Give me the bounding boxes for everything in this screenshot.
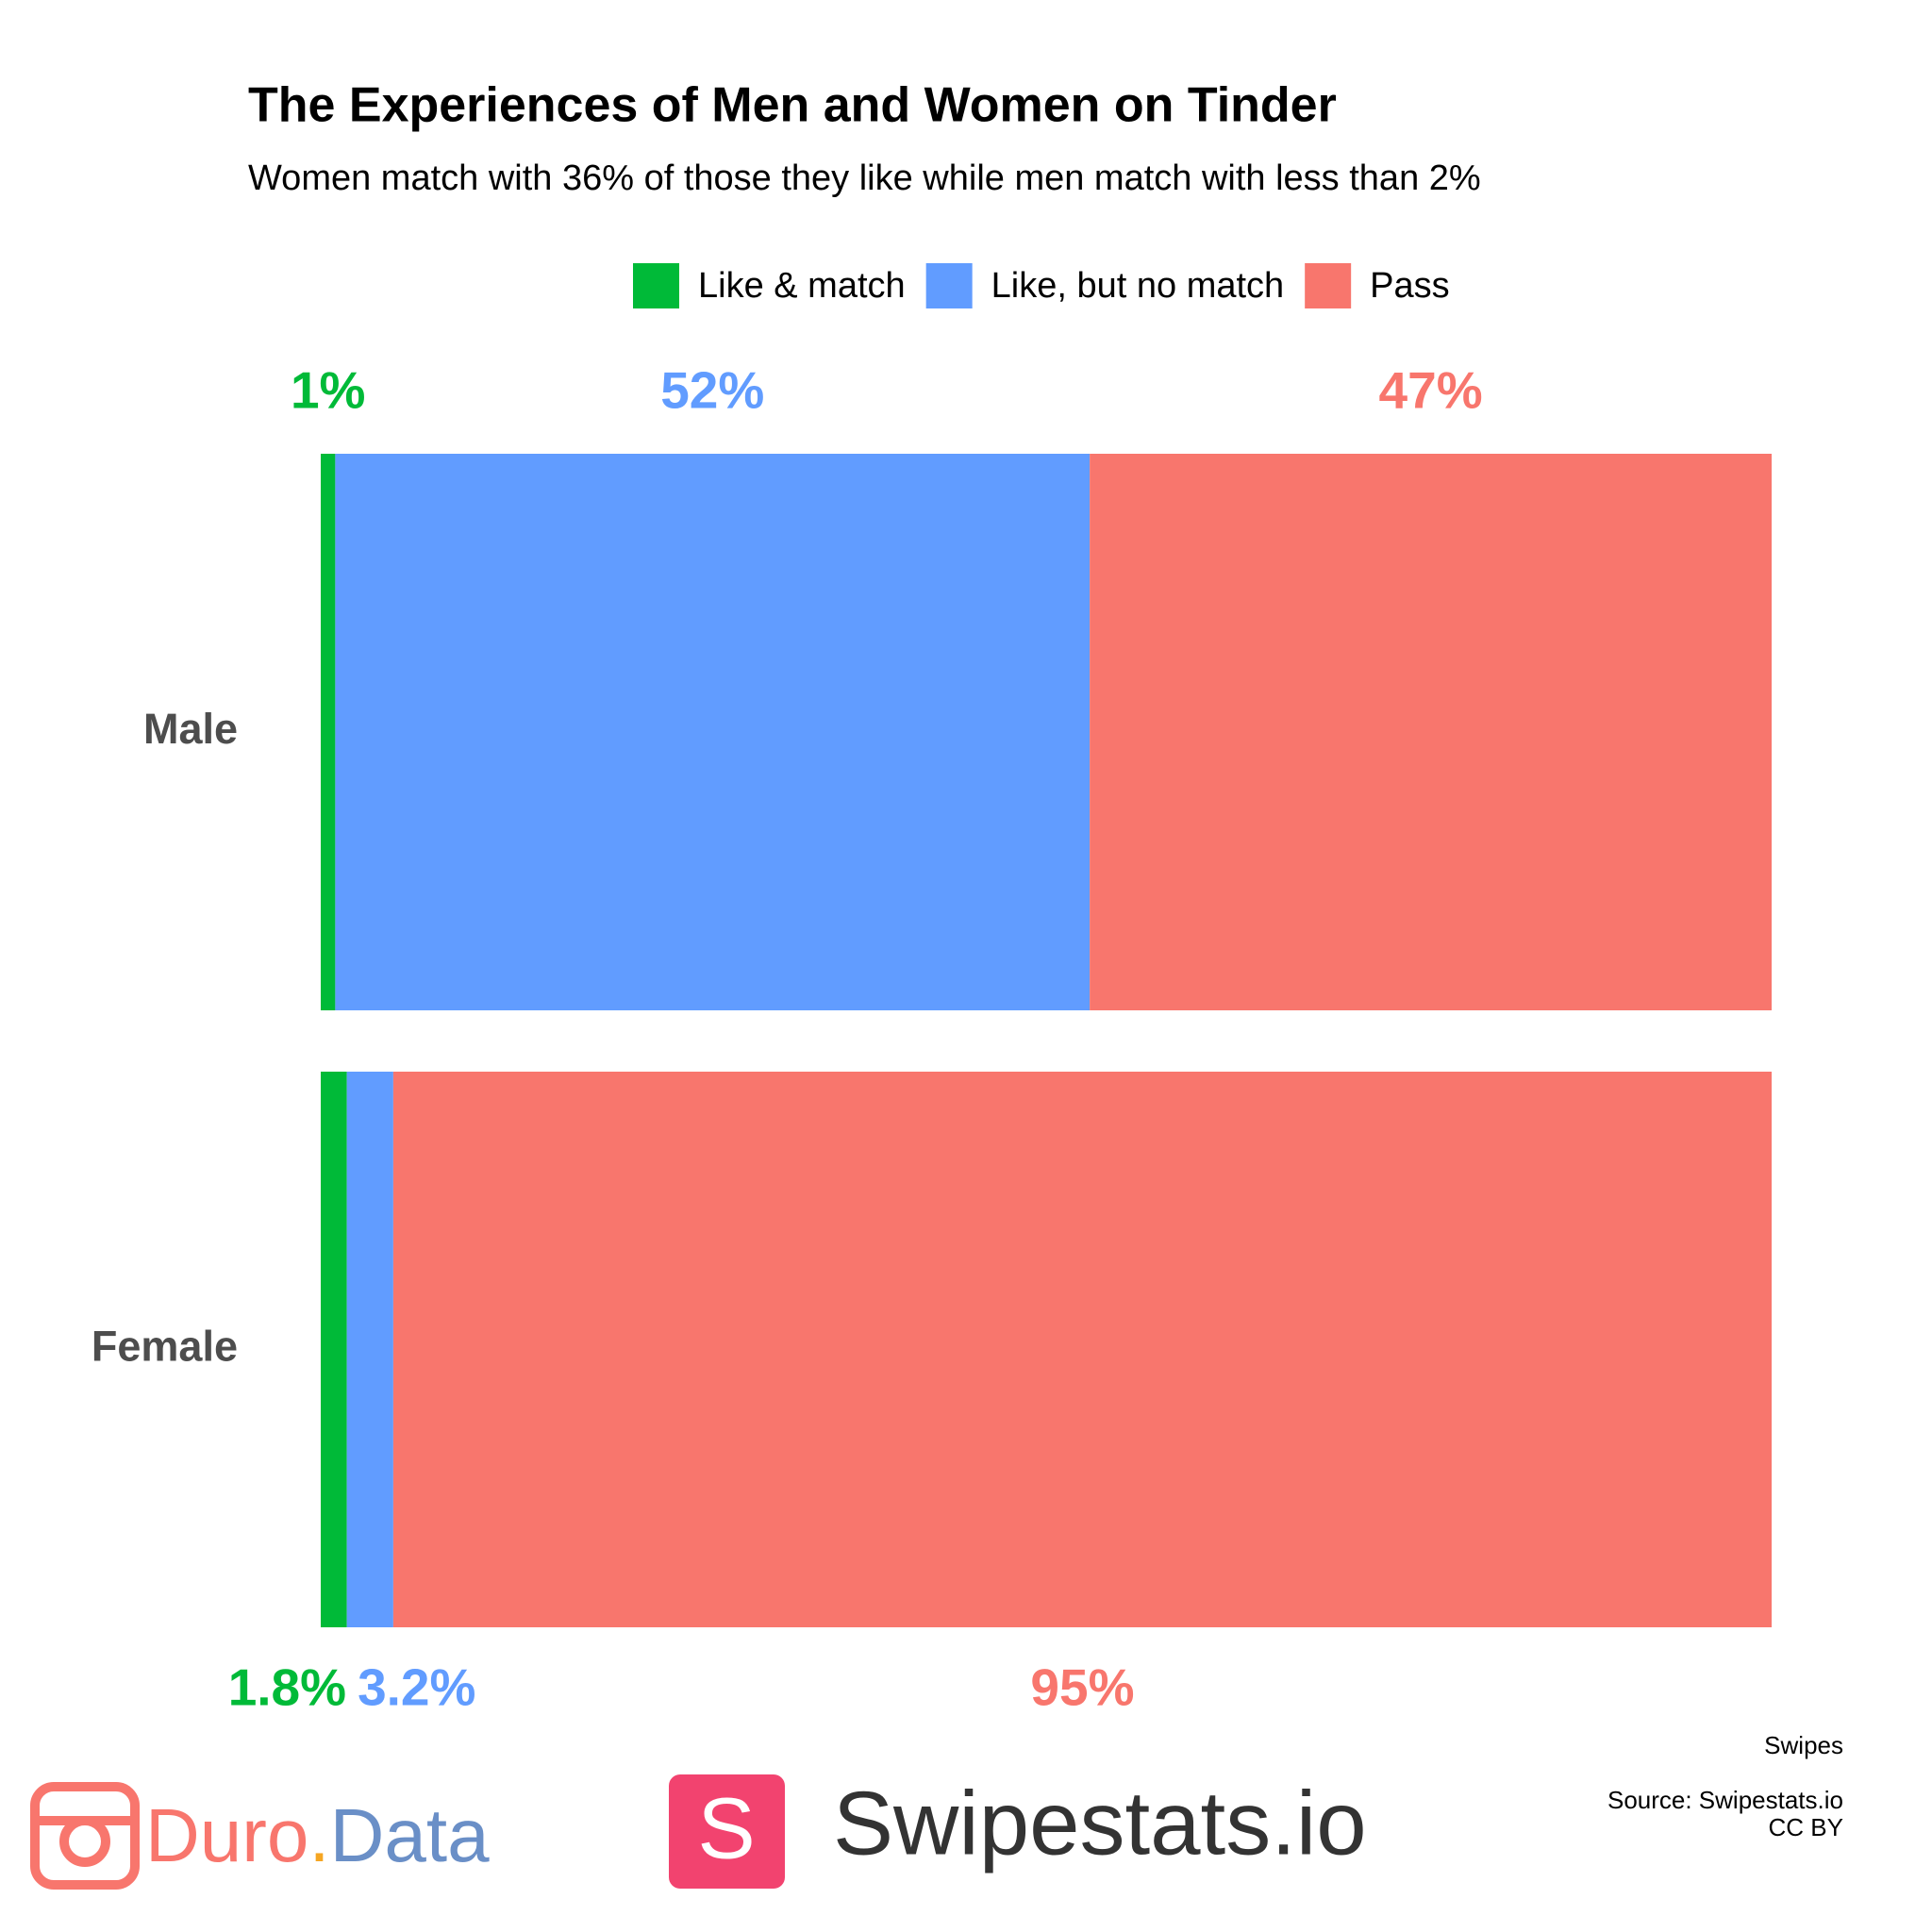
legend-swatch xyxy=(925,263,973,308)
bar-segment xyxy=(321,1072,347,1627)
bar-segment xyxy=(1090,454,1772,1010)
bar-segment xyxy=(335,454,1091,1010)
data-label: 1.8% xyxy=(228,1658,346,1717)
legend-label: Like & match xyxy=(698,266,906,306)
data-label: 47% xyxy=(1379,361,1483,420)
logo-part: . xyxy=(308,1793,329,1877)
logo-part: Duro xyxy=(145,1793,308,1877)
data-label: 52% xyxy=(660,361,764,420)
bar-segment xyxy=(392,1072,1772,1627)
chart-subtitle: Women match with 36% of those they like … xyxy=(248,158,1481,198)
chart-title: The Experiences of Men and Women on Tind… xyxy=(248,78,1337,133)
logo-letter: S xyxy=(697,1780,755,1876)
legend: Like & match Like, but no match Pass xyxy=(633,263,1450,308)
data-label: 1% xyxy=(291,361,366,420)
swipestats-logo: S Swipestats.io xyxy=(669,1773,1367,1889)
bar-segment xyxy=(346,1072,393,1627)
legend-label: Like, but no match xyxy=(991,266,1285,306)
bar-segment xyxy=(321,454,336,1010)
legend-swatch xyxy=(633,263,679,308)
duro-logo: Duro.Data xyxy=(30,1782,490,1890)
logo-part: Data xyxy=(330,1793,490,1877)
source: Source: Swipestats.io xyxy=(1607,1786,1843,1814)
logo-icon xyxy=(669,1774,785,1889)
data-label: 3.2% xyxy=(358,1658,475,1717)
logo-icon xyxy=(30,1782,140,1890)
plot-area: Male 1% 52% 47% Female 1.8% 3.2% 95% xyxy=(92,361,1772,1717)
y-tick-label: Female xyxy=(92,1322,238,1370)
duro-logo-text: Duro.Data xyxy=(145,1793,490,1877)
license: CC BY xyxy=(1769,1813,1843,1841)
y-tick-label: Male xyxy=(143,705,238,753)
x-axis-label: Swipes xyxy=(1764,1731,1843,1759)
legend-label: Pass xyxy=(1370,266,1449,306)
logo-icon-lens xyxy=(59,1816,110,1867)
data-label: 95% xyxy=(1030,1658,1134,1717)
swipestats-logo-text: Swipestats.io xyxy=(833,1773,1367,1874)
legend-swatch xyxy=(1305,263,1352,308)
